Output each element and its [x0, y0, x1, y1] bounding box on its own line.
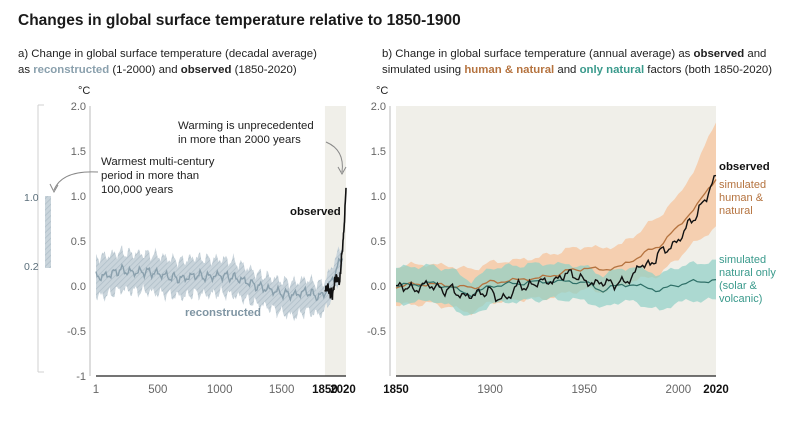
range-bar-top-label: 1.0	[24, 192, 39, 204]
reconstructed-line	[95, 257, 344, 302]
annotation-warming: Warming is unprecedented in more than 20…	[178, 120, 347, 176]
range-bar-bottom-label: 0.2	[24, 261, 39, 273]
annotation-warming-line1: Warming is unprecedented	[178, 120, 314, 132]
panel-b-observed-label: observed	[719, 161, 770, 173]
annotation-warmest-line3: 100,000 years	[101, 184, 173, 196]
annotation-warming-arrowhead	[337, 166, 347, 176]
panel-b-y-tick-label: -0.5	[367, 326, 386, 338]
panel-b: °C 2.0 1.5 1.0 0.5 0.0 -0.5 1850 1900 1950 2000 202…	[367, 85, 729, 396]
panel-b-subtitle-natural: only natural	[579, 64, 645, 76]
annotation-warmest-line2: period in more than	[101, 170, 199, 182]
panel-b-subtitle-2b: and	[557, 64, 577, 76]
panel-b-subtitle: b) Change in global surface temperature …	[382, 46, 772, 78]
panel-b-x-tick-label: 1950	[571, 384, 597, 396]
panel-b-x-tick-label: 1900	[477, 384, 503, 396]
panel-a-y-tick-label: -0.5	[67, 326, 86, 338]
panel-a-y-unit: °C	[78, 85, 90, 97]
annotation-warming-arrow	[325, 141, 343, 173]
panel-b-y-tick-label: 0.0	[371, 281, 386, 293]
panel-b-human-label-1: simulated	[719, 179, 766, 191]
panel-a-x-tick-label: 1500	[269, 384, 295, 396]
panel-b-subtitle-2a: simulated using	[382, 64, 462, 76]
panel-a-subtitle-observed: observed	[180, 64, 232, 76]
panel-a-x-tick-label: 1000	[207, 384, 233, 396]
panel-a-y-tick-label: 0.0	[71, 281, 86, 293]
panel-a-observed-line	[324, 187, 347, 300]
panel-a-y-tick-label: 1.0	[71, 191, 86, 203]
panel-a-x-tick-label: 1850	[312, 384, 338, 396]
panel-b-subtitle-2c: factors (both 1850-2020)	[647, 64, 773, 76]
panel-b-x-tick-label: 2000	[666, 384, 692, 396]
panel-a-reconstructed-label: reconstructed	[185, 307, 261, 319]
panel-a-x-tick-label: 2020	[330, 384, 356, 396]
panel-a-observed-label: observed	[290, 206, 341, 218]
panel-b-y-unit: °C	[376, 85, 388, 97]
panel-b-subtitle-1b: observed	[693, 48, 745, 60]
annotation-warmest: Warmest multi-century period in more tha…	[49, 156, 215, 196]
panel-b-y-tick-label: 1.0	[371, 191, 386, 203]
panel-b-y-tick-label: 0.5	[371, 236, 386, 248]
panel-a-subtitle-mid: (1-2000) and	[112, 64, 178, 76]
panel-a-x-tick-label: 500	[148, 384, 167, 396]
panel-b-y-tick-label: 1.5	[371, 146, 386, 158]
panel-b-natural-label-4: volcanic)	[719, 293, 762, 305]
panel-b-natural-label-3: (solar &	[719, 280, 758, 292]
panel-a-subtitle-reconstructed: reconstructed	[33, 64, 110, 76]
panel-a-x-tick-label: 1	[93, 384, 99, 396]
panel-b-human-label-2: human &	[719, 192, 764, 204]
panel-b-observed-line	[396, 174, 717, 303]
warmest-period-range-bar	[45, 196, 51, 268]
panel-a-subtitle-prefix: as	[18, 64, 31, 76]
panel-a: 1.0 0.2 °C2.01.51.00.50.0-0.5-11 500 1000 1…	[24, 85, 356, 396]
annotation-warmest-arrow	[53, 171, 99, 191]
panel-a-y-tick-label: 1.5	[71, 146, 86, 158]
panel-b-y-tick-label: 2.0	[371, 101, 386, 113]
annotation-warmest-line1: Warmest multi-century	[101, 156, 215, 168]
reconstructed-uncertainty-band	[96, 245, 343, 322]
panel-a-shaded-period	[324, 106, 346, 376]
panel-b-x-tick-label: 2020	[703, 384, 729, 396]
panel-b-x-tick-label: 1850	[383, 384, 409, 396]
panel-b-human-label-3: natural	[719, 205, 753, 217]
natural-only-band	[396, 259, 716, 316]
panel-a-y-tick-label: 2.0	[71, 101, 86, 113]
panel-a-y-tick-label: 0.5	[71, 236, 86, 248]
panel-a-subtitle-end: (1850-2020)	[234, 64, 297, 76]
panel-a-y-tick-label: -1	[76, 371, 86, 383]
panel-a-subtitle: a) Change in global surface temperature …	[18, 46, 317, 78]
panel-b-subtitle-human: human & natural	[464, 64, 555, 76]
panel-b-natural-label-1: simulated	[719, 254, 766, 266]
panel-b-subtitle-1c: and	[747, 48, 767, 60]
annotation-warmest-arrowhead	[49, 183, 59, 194]
annotation-warming-line2: in more than 2000 years	[178, 134, 301, 146]
chart-title: Changes in global surface temperature re…	[18, 12, 461, 29]
panel-a-subtitle-line1: a) Change in global surface temperature …	[18, 48, 317, 60]
panel-b-natural-label-2: natural only	[719, 267, 776, 279]
panel-b-subtitle-1a: b) Change in global surface temperature …	[382, 48, 691, 60]
